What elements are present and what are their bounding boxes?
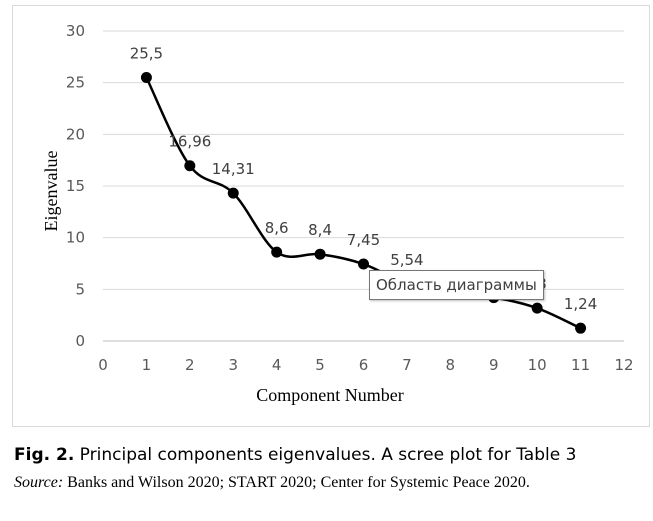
x-tick-label: 12	[614, 356, 633, 374]
y-tick-label: 0	[75, 332, 85, 350]
x-tick-label: 1	[142, 356, 152, 374]
x-tick-label: 8	[446, 356, 456, 374]
x-tick-label: 2	[185, 356, 195, 374]
y-tick-label: 30	[66, 22, 85, 40]
data-point[interactable]	[227, 187, 239, 199]
data-label: 16,96	[168, 133, 211, 151]
data-label: 14,31	[212, 160, 255, 178]
data-point[interactable]	[575, 322, 587, 334]
x-tick-label: 6	[359, 356, 369, 374]
data-point[interactable]	[140, 72, 152, 83]
y-axis-title: Eigenvalue	[41, 151, 61, 232]
chart-area-tooltip: Область диаграммы	[369, 270, 544, 300]
y-tick-label: 15	[66, 177, 85, 195]
data-label: 8,6	[265, 219, 289, 237]
data-label: 25,5	[130, 45, 163, 63]
y-tick-label: 5	[75, 280, 85, 298]
x-axis-title: Component Number	[256, 385, 403, 405]
source-label: Source:	[14, 474, 64, 491]
caption-text: Principal components eigenvalues. A scre…	[74, 445, 577, 465]
data-point[interactable]	[358, 258, 369, 270]
gridlines	[103, 30, 624, 342]
figure-label: Fig. 2.	[14, 445, 75, 465]
x-tick-label: 4	[272, 356, 282, 374]
data-label: 5,54	[390, 251, 423, 269]
x-tick-label: 0	[98, 356, 108, 374]
y-tick-label: 25	[66, 74, 85, 92]
x-tick-label: 11	[571, 356, 590, 374]
source-note: Source: Banks and Wilson 2020; START 202…	[14, 474, 644, 492]
data-point[interactable]	[314, 248, 326, 260]
source-text: Banks and Wilson 2020; START 2020; Cente…	[63, 474, 530, 491]
data-point[interactable]	[184, 160, 196, 172]
x-tick-label: 9	[489, 356, 499, 374]
y-tick-label: 10	[66, 229, 85, 247]
data-point[interactable]	[531, 302, 543, 314]
x-tick-label: 3	[228, 356, 238, 374]
data-point[interactable]	[271, 246, 283, 258]
x-tick-label: 7	[402, 356, 412, 374]
data-label: 8,4	[308, 221, 332, 239]
x-tick-label: 5	[315, 356, 325, 374]
figure-caption: Fig. 2. Principal components eigenvalues…	[14, 445, 644, 465]
data-label: 7,45	[347, 231, 380, 249]
x-tick-label: 10	[528, 356, 547, 374]
data-label: 1,24	[564, 295, 597, 313]
y-tick-label: 20	[66, 125, 85, 143]
